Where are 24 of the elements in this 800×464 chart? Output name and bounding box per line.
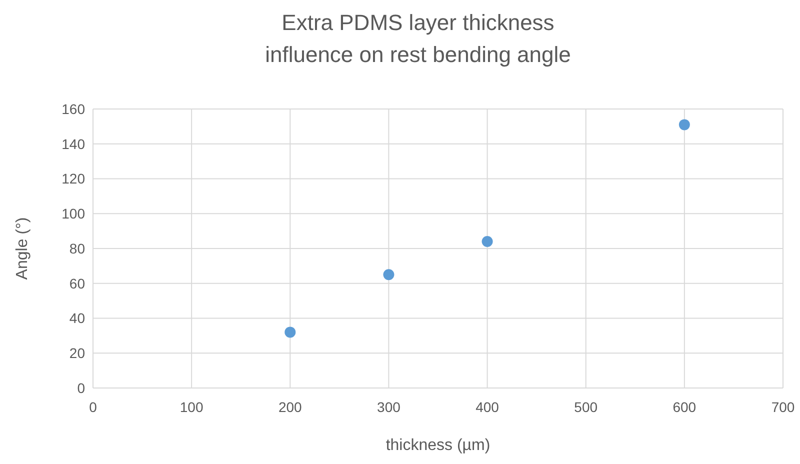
x-tick-label: 600 xyxy=(672,399,696,415)
y-axis-title: Angle (°) xyxy=(14,217,31,280)
x-axis-title: thickness (µm) xyxy=(386,437,490,454)
point xyxy=(383,269,394,280)
y-tick-label: 120 xyxy=(62,170,86,187)
x-tick-label: 100 xyxy=(180,399,204,415)
x-tick-label: 400 xyxy=(476,399,500,415)
x-tick-label: 300 xyxy=(377,399,401,415)
x-tick-label: 200 xyxy=(278,399,302,415)
chart-title: Extra PDMS layer thickness influence on rest bending angle xyxy=(265,10,571,67)
y-tick-label: 80 xyxy=(69,240,86,256)
y-tick-label: 160 xyxy=(62,100,86,117)
y-tick-label: 140 xyxy=(62,136,86,152)
x-tick-label: 700 xyxy=(771,399,795,415)
y-tick-label: 0 xyxy=(77,380,86,396)
point xyxy=(284,326,296,338)
point xyxy=(678,119,690,130)
x-tick-label: 500 xyxy=(574,399,598,415)
x-tick-label: 0 xyxy=(89,399,98,415)
y-tick-label: 40 xyxy=(69,310,86,326)
y-tick-label: 20 xyxy=(69,345,86,362)
y-tick-label: 100 xyxy=(62,206,86,222)
y-tick-label: 60 xyxy=(69,275,86,292)
point xyxy=(482,236,493,248)
